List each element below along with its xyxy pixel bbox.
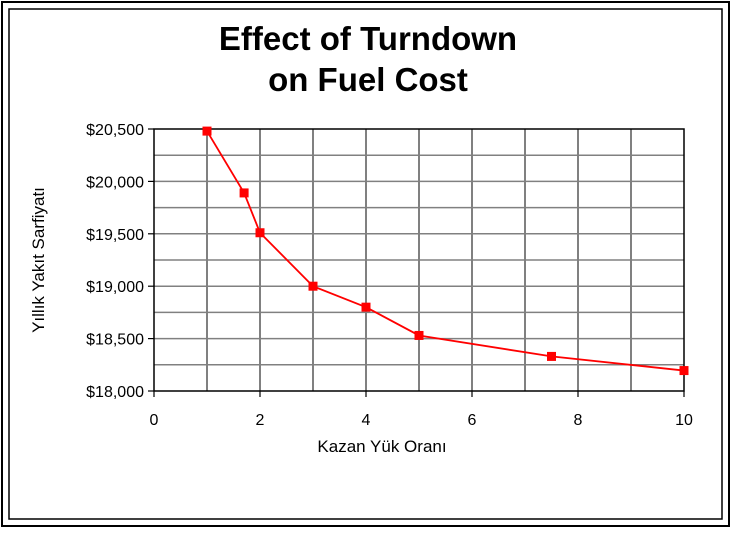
y-tick-label: $19,000: [86, 279, 144, 296]
x-tick-label: 10: [675, 412, 693, 429]
y-tick-label: $18,500: [86, 332, 144, 349]
y-tick-label: $20,500: [86, 122, 144, 139]
series: [202, 126, 689, 376]
data-point-marker: [414, 330, 424, 340]
tick-labels: $18,000 $18,500 $19,000 $19,500 $20,000 $20,5…: [86, 122, 693, 429]
plot-border: [153, 128, 685, 392]
data-point-marker: [547, 351, 556, 361]
chart-title-line-2: on Fuel Cost: [268, 61, 468, 98]
inner-frame: [8, 8, 723, 520]
x-tick-label: 2: [256, 412, 265, 429]
chart-title-line-1: Effect of Turndown: [219, 20, 517, 57]
data-point-marker: [239, 188, 249, 198]
y-axis-label: Yıllık Yakıt Sarfiyatı: [29, 187, 48, 333]
x-tick-label: 8: [574, 412, 583, 429]
data-point-marker: [202, 126, 212, 136]
x-tick-label: 0: [150, 412, 159, 429]
data-point-marker: [308, 281, 318, 291]
y-tick-label: $18,000: [86, 384, 144, 401]
gridlines: [154, 129, 684, 391]
data-point-marker: [361, 302, 371, 312]
y-tick-label: $19,500: [86, 227, 144, 244]
axes: [148, 128, 685, 397]
x-axis-label: Kazan Yük Oranı: [317, 437, 446, 456]
series-line: [206, 130, 685, 372]
x-tick-label: 4: [362, 412, 371, 429]
data-point-marker: [679, 366, 689, 376]
y-tick-label: $20,000: [86, 174, 144, 191]
x-tick-label: 6: [468, 412, 477, 429]
data-point-marker: [255, 228, 265, 238]
